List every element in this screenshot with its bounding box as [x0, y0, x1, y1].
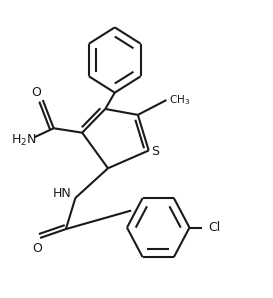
Text: S: S	[152, 145, 159, 159]
Text: O: O	[31, 86, 41, 99]
Text: CH$_3$: CH$_3$	[169, 93, 190, 107]
Text: H$_2$N: H$_2$N	[11, 133, 37, 148]
Text: HN: HN	[53, 187, 71, 200]
Text: O: O	[32, 242, 42, 255]
Text: Cl: Cl	[209, 221, 221, 234]
